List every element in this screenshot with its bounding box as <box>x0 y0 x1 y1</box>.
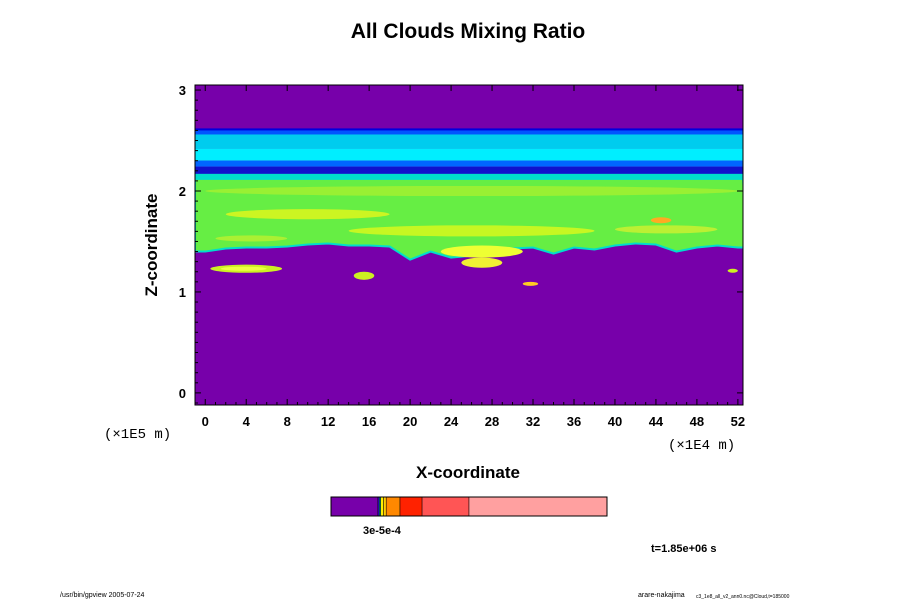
colorbar-segment <box>380 496 384 517</box>
colorbar-segment <box>399 496 423 517</box>
colorbar-segment <box>330 496 379 517</box>
cloud-patch <box>205 185 738 197</box>
x-tick-label: 48 <box>690 414 704 429</box>
x-tick-label: 28 <box>485 414 499 429</box>
x-tick-label: 4 <box>243 414 251 429</box>
y-unit-label: (×1E5 m) <box>104 427 171 443</box>
cloud-patch <box>353 271 375 280</box>
x-axis-label: X-coordinate <box>416 463 520 482</box>
cloud-patch <box>614 225 718 234</box>
cloud-patch <box>215 235 288 242</box>
cloud-patch <box>220 266 267 271</box>
x-tick-label: 44 <box>649 414 664 429</box>
x-tick-label: 32 <box>526 414 540 429</box>
colorbar <box>330 496 608 517</box>
chart-title: All Clouds Mixing Ratio <box>351 20 586 43</box>
cloud-patch <box>440 245 523 258</box>
x-unit-label: (×1E4 m) <box>668 438 735 454</box>
x-tick-label: 8 <box>284 414 291 429</box>
colorbar-segment <box>385 496 401 517</box>
cloud-patch <box>225 209 390 220</box>
colorbar-segment <box>468 496 608 517</box>
cloud-layer <box>195 177 743 261</box>
x-tick-label: 12 <box>321 414 335 429</box>
x-tick-label: 40 <box>608 414 622 429</box>
y-tick-label: 0 <box>179 386 186 401</box>
y-axis-label: Z-coordinate <box>142 194 161 297</box>
field-band <box>195 173 743 179</box>
field-band <box>195 134 743 149</box>
colorbar-segment <box>383 496 387 517</box>
y-tick-label: 3 <box>179 83 186 98</box>
field-band <box>195 166 743 175</box>
footer-right: arare-nakajima <box>638 592 685 599</box>
x-tick-label: 36 <box>567 414 581 429</box>
y-tick-label: 1 <box>179 285 186 300</box>
colorbar-segment <box>421 496 470 517</box>
x-tick-label: 0 <box>202 414 209 429</box>
cloud-patch <box>650 217 672 224</box>
x-tick-label: 24 <box>444 414 459 429</box>
plot-frame <box>194 84 744 406</box>
plot-area <box>195 85 743 405</box>
x-axis: 0 4 8 12 16 20 24 28 32 36 40 44 48 52 <box>202 85 745 429</box>
field-band <box>195 148 743 161</box>
y-tick-label: 2 <box>179 184 186 199</box>
x-tick-label: 52 <box>731 414 745 429</box>
cloud-patch <box>522 281 539 286</box>
x-tick-label: 20 <box>403 414 417 429</box>
time-label: t=1.85e+06 s <box>651 543 716 555</box>
x-tick-label: 16 <box>362 414 376 429</box>
cloud-patch <box>348 225 595 237</box>
y-axis: 0 1 2 3 <box>179 83 743 404</box>
cloud-patch <box>461 257 503 268</box>
field-band <box>195 160 743 167</box>
colorbar-frame <box>330 496 608 517</box>
field-band <box>195 130 743 136</box>
cloud-patch <box>727 268 738 273</box>
footer-left: /usr/bin/gpview 2005-07-24 <box>60 592 145 599</box>
footer-right-small: c3_1e8_all_v2_ann0.nc@Cloud,t=185000 <box>696 594 790 600</box>
colorbar-label: 3e-5e-4 <box>363 525 402 537</box>
